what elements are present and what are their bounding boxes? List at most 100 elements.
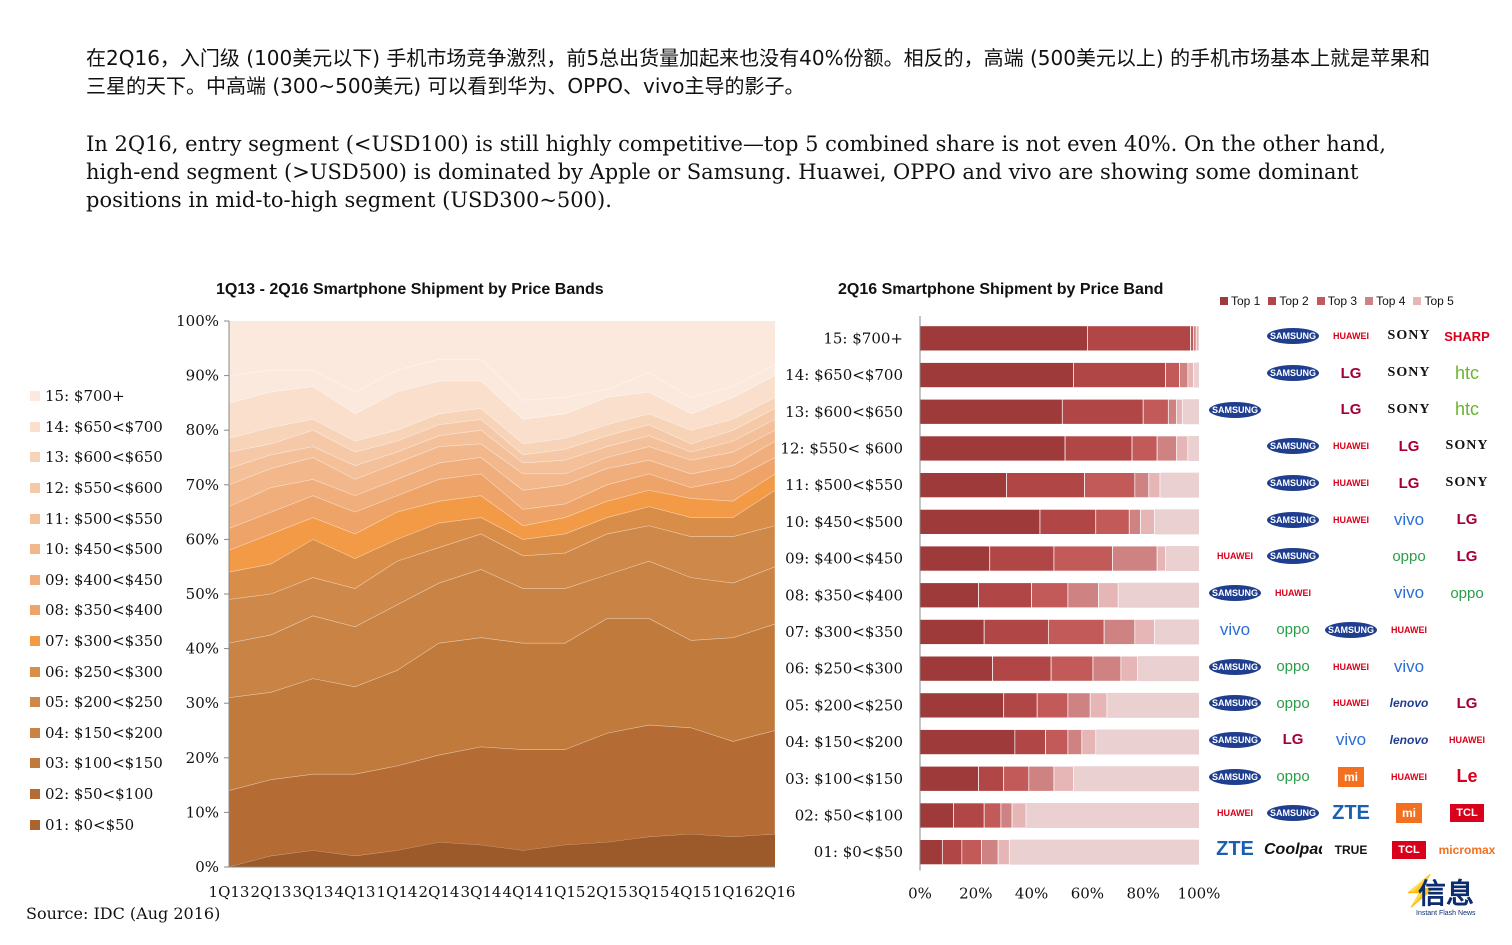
legend-swatch	[30, 513, 40, 524]
samsung-logo-icon: SAMSUNG	[1209, 658, 1261, 675]
x-tick-label: 1Q15	[545, 883, 586, 900]
legend-label: 10: $450<$500	[45, 540, 163, 559]
legend-item: 15: $700+	[30, 381, 180, 412]
brand-row: SAMSUNG oppo mi HUAWEI Le	[1206, 758, 1506, 795]
huawei-logo-icon: HUAWEI	[1449, 734, 1485, 745]
bar-segment-top3	[1003, 765, 1030, 792]
legend-item: 09: $400<$450	[30, 565, 180, 596]
mi-logo-icon: mi	[1338, 766, 1364, 787]
bar-segment-top2	[1039, 509, 1097, 535]
bar-segment-top4	[1000, 802, 1013, 829]
bar-segment-top5	[1098, 582, 1119, 609]
bar-segment-top4	[1067, 729, 1083, 755]
legend-item: 07: $300<$350	[30, 626, 180, 657]
legend-swatch	[30, 391, 40, 402]
bar-segment-top5	[1176, 398, 1183, 425]
lenovo-logo-icon: lenovo	[1389, 732, 1429, 747]
bar-segment-top3	[1084, 472, 1136, 498]
bar-segment-top2	[978, 765, 1005, 792]
x-tick-label: 3Q14	[461, 883, 502, 900]
bar-segment-top3	[1031, 582, 1069, 609]
y-tick-label: 80%	[186, 421, 219, 439]
category-label: 03: $100<$150	[785, 770, 903, 788]
legend-label: 02: $50<$100	[45, 785, 154, 804]
vivo-logo-icon: vivo	[1219, 619, 1251, 639]
chinese-summary-text: 在2Q16，入门级 (100美元以下) 手机市场竞争激烈，前5总出货量加起来也没…	[86, 46, 1431, 98]
bar-segment-top1	[919, 509, 1041, 535]
x-tick-label: 4Q14	[503, 883, 544, 900]
bar-segment-top3	[1190, 325, 1194, 352]
category-label: 02: $50<$100	[795, 806, 903, 824]
legend-swatch	[1220, 297, 1228, 305]
lg-logo-icon: LG	[1398, 474, 1420, 492]
x-tick-label: 1Q14	[377, 883, 418, 900]
category-label: 13: $600<$650	[785, 403, 903, 421]
legend-swatch	[30, 421, 40, 432]
zte-logo-icon: ZTE	[1216, 838, 1254, 861]
category-label: 04: $150<$200	[785, 733, 903, 751]
bar-segment-top2	[1006, 472, 1085, 498]
bar-segment-top3	[1036, 692, 1069, 719]
samsung-logo-icon: SAMSUNG	[1209, 731, 1261, 748]
samsung-logo-icon: SAMSUNG	[1267, 511, 1319, 528]
brand-row: SAMSUNG LG vivo lenovo HUAWEI	[1206, 722, 1506, 759]
huawei-logo-icon: HUAWEI	[1217, 551, 1253, 562]
bar-segment-top1	[919, 839, 943, 866]
sony-logo-icon: SONY	[1387, 365, 1431, 381]
samsung-logo-icon: SAMSUNG	[1267, 805, 1319, 822]
samsung-logo-icon: SAMSUNG	[1209, 401, 1261, 418]
x-tick-label: 2Q13	[251, 883, 292, 900]
legend-item: Top 3	[1316, 294, 1357, 308]
legend-swatch	[30, 574, 40, 585]
legend-item: 08: $350<$400	[30, 595, 180, 626]
x-tick-label: 2Q15	[587, 883, 628, 900]
y-tick-label: 90%	[186, 367, 219, 385]
x-tick-label: 4Q13	[335, 883, 376, 900]
legend-swatch	[1413, 297, 1422, 305]
bar-segment-top4	[1103, 619, 1136, 645]
legend-label: 13: $600<$650	[45, 448, 163, 467]
htc-logo-icon: htc	[1454, 399, 1479, 420]
bar-segment-top4	[1028, 765, 1055, 792]
huawei-logo-icon: HUAWEI	[1333, 661, 1369, 672]
watermark-subtitle: Instant Flash News	[1416, 910, 1476, 917]
le-logo-icon: Le	[1456, 766, 1478, 787]
bar-chart: 15: $700+ 14: $650<$700 13: $600<$650 12: $…	[780, 316, 1220, 903]
legend-label: 05: $200<$250	[45, 693, 163, 712]
bar-segment-top1	[919, 325, 1088, 352]
legend-swatch	[1316, 297, 1325, 305]
vivo-logo-icon: vivo	[1393, 583, 1425, 603]
oppo-logo-icon: oppo	[1276, 658, 1310, 676]
bar-segment-top4	[1112, 545, 1158, 572]
bar-segment-top1	[919, 582, 979, 609]
area-band-01	[229, 834, 775, 867]
legend-item: 01: $0<$50	[30, 809, 180, 840]
lg-logo-icon: LG	[1456, 694, 1478, 712]
bar-segment-top3	[1142, 398, 1169, 425]
y-tick-label: 30%	[186, 694, 219, 712]
bar-segment-top5	[1148, 472, 1161, 498]
tcl-logo-icon: TCL	[1450, 804, 1484, 823]
bar-segment-top4	[981, 839, 999, 866]
area-band-03	[228, 724, 776, 868]
htc-logo-icon: htc	[1454, 362, 1479, 383]
bar-segment-top4	[1092, 655, 1122, 682]
legend-label: 15: $700+	[45, 387, 125, 406]
legend-swatch	[30, 789, 40, 800]
samsung-logo-icon: SAMSUNG	[1209, 585, 1261, 602]
bar-segment-top4	[1067, 582, 1099, 609]
brand-row: ZTE Coolpad TRUE TCL micromax	[1206, 832, 1506, 869]
bar-segment-top1	[919, 692, 1005, 719]
micromax-logo-icon: micromax	[1438, 842, 1496, 857]
y-tick-label: 40%	[186, 640, 219, 658]
bar-segment-top1	[919, 545, 991, 572]
legend-item: 05: $200<$250	[30, 687, 180, 718]
bar-segment-top2	[1064, 435, 1133, 462]
category-label: 11: $500<$550	[785, 476, 903, 494]
english-summary-text: In 2Q16, entry segment (<USD100) is stil…	[86, 132, 1386, 212]
bar-segment-top3	[1095, 509, 1130, 535]
bar-segment-top3	[1045, 729, 1069, 755]
x-tick-label: 40%	[1015, 885, 1048, 903]
legend-swatch	[30, 758, 40, 769]
x-tick-label: 2Q16	[755, 883, 796, 900]
